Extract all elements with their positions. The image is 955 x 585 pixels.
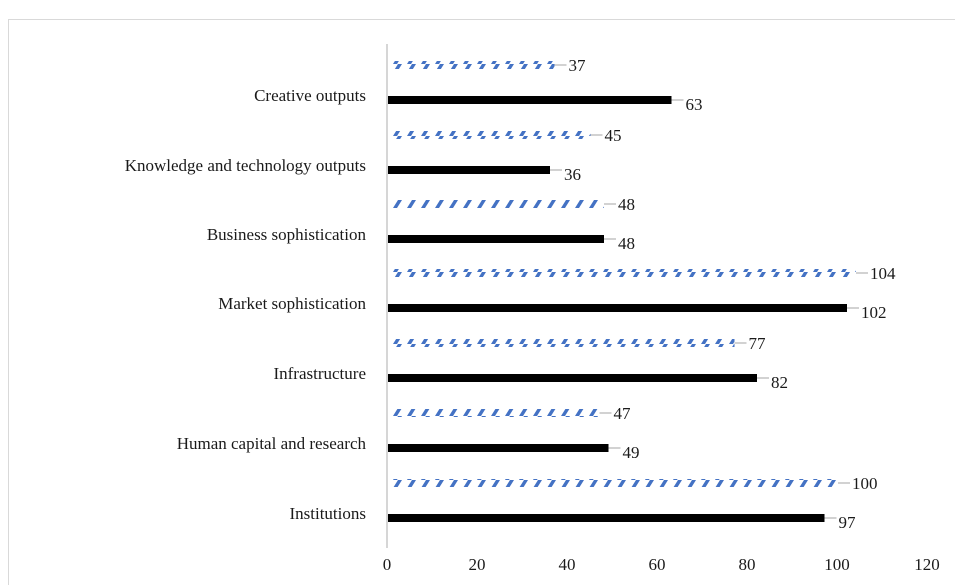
data-label: 48 bbox=[618, 195, 635, 214]
x-tick-label: 120 bbox=[914, 555, 940, 574]
category-label: Knowledge and technology outputs bbox=[125, 156, 366, 175]
hatched-bar bbox=[388, 200, 604, 208]
data-label: 97 bbox=[839, 513, 857, 532]
data-label: 82 bbox=[771, 373, 788, 392]
solid-bar bbox=[388, 166, 550, 174]
category-label: Business sophistication bbox=[207, 225, 367, 244]
solid-bar bbox=[388, 235, 604, 243]
data-label: 100 bbox=[852, 474, 878, 493]
hatched-bar bbox=[388, 479, 838, 487]
x-tick-label: 0 bbox=[383, 555, 392, 574]
data-label: 36 bbox=[564, 165, 581, 184]
hatched-bar bbox=[388, 339, 735, 347]
category-label: Human capital and research bbox=[177, 434, 367, 453]
category-label: Institutions bbox=[289, 504, 366, 523]
category-label: Infrastructure bbox=[273, 364, 366, 383]
data-label: 63 bbox=[686, 95, 703, 114]
solid-bar bbox=[388, 444, 609, 452]
data-label: 45 bbox=[605, 126, 622, 145]
x-tick-label: 80 bbox=[739, 555, 756, 574]
data-label: 102 bbox=[861, 303, 887, 322]
data-label: 48 bbox=[618, 234, 635, 253]
data-label: 49 bbox=[623, 443, 640, 462]
data-label: 47 bbox=[614, 404, 632, 423]
hatched-bar bbox=[388, 61, 555, 69]
category-label: Market sophistication bbox=[218, 294, 366, 313]
x-tick-label: 40 bbox=[559, 555, 576, 574]
solid-bar bbox=[388, 374, 757, 382]
hatched-bar bbox=[388, 269, 856, 277]
chart-frame bbox=[8, 19, 955, 585]
hatched-bar bbox=[388, 131, 591, 139]
plot-area: 0 20 40 60 80 100 120 Institutions Human capital… bbox=[125, 44, 940, 574]
solid-bar bbox=[388, 304, 847, 312]
category-label: Creative outputs bbox=[254, 86, 366, 105]
data-label: 104 bbox=[870, 264, 896, 283]
data-label: 37 bbox=[569, 56, 587, 75]
x-tick-label: 20 bbox=[469, 555, 486, 574]
solid-bar bbox=[388, 96, 672, 104]
hatched-bar bbox=[388, 409, 600, 417]
data-label: 77 bbox=[749, 334, 767, 353]
solid-bar bbox=[388, 514, 825, 522]
x-tick-label: 100 bbox=[824, 555, 850, 574]
x-tick-label: 60 bbox=[649, 555, 666, 574]
